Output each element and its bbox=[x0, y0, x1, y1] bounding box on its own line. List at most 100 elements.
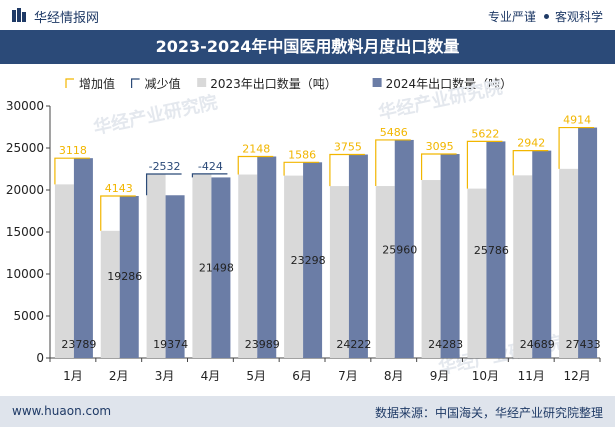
legend-label: 增加值 bbox=[79, 76, 115, 91]
top-bar: 华经情报网 专业严谨 客观科学 bbox=[0, 0, 615, 30]
value-label-2024: 25786 bbox=[474, 244, 509, 257]
value-label-2024: 25960 bbox=[382, 243, 417, 256]
title-bar bbox=[0, 30, 615, 64]
bar-2023 bbox=[54, 184, 74, 358]
footer-bar bbox=[0, 396, 615, 427]
increase-marker bbox=[420, 153, 457, 181]
data-labels: 3118 23789 4143 19286 -2532 19374 -424 21498 214… bbox=[59, 114, 601, 351]
value-label-2024: 24689 bbox=[520, 338, 555, 351]
change-label: 3095 bbox=[426, 140, 454, 153]
chart-area: 增加值 减少值 2023年出口数量（吨） 2024年出口数量（吨） 华经产业研究院 华经… bbox=[6, 76, 601, 383]
change-label: 5486 bbox=[380, 126, 408, 139]
slogan: 专业严谨 客观科学 bbox=[488, 8, 603, 25]
change-label: 4143 bbox=[105, 182, 133, 195]
bar-2024 bbox=[532, 150, 552, 358]
value-label-2024: 23989 bbox=[245, 338, 280, 351]
change-label: 2942 bbox=[517, 137, 545, 150]
bar-2023 bbox=[146, 173, 166, 358]
axes: 0 5000 10000 15000 20000 25000 30000 1月 2月 3月 4月 5月… bbox=[6, 99, 601, 383]
increase-marker bbox=[100, 195, 136, 231]
value-label-2024: 24222 bbox=[336, 338, 371, 351]
legend-2024-swatch bbox=[372, 78, 382, 87]
x-tick-label: 12月 bbox=[563, 369, 590, 383]
change-label: 5622 bbox=[471, 127, 499, 140]
y-tick-label: 25000 bbox=[6, 141, 44, 155]
value-label-2024: 21498 bbox=[199, 261, 234, 274]
y-tick-label: 15000 bbox=[6, 225, 44, 239]
value-label-2024: 19374 bbox=[153, 338, 188, 351]
legend-label: 减少值 bbox=[145, 76, 181, 91]
bar-2024 bbox=[440, 154, 460, 358]
value-label-2024: 23789 bbox=[61, 338, 96, 351]
change-label: 3118 bbox=[59, 144, 87, 157]
bar-2024 bbox=[348, 154, 368, 358]
slogan-2: 客观科学 bbox=[554, 10, 603, 24]
x-tick-label: 9月 bbox=[430, 369, 450, 383]
logo-icon bbox=[12, 8, 26, 22]
bar-2024 bbox=[119, 195, 139, 358]
bar-2023 bbox=[375, 186, 395, 358]
watermark-text: 华经产业研究院 bbox=[91, 91, 219, 139]
legend-increase-marker bbox=[65, 78, 74, 88]
change-label: 2148 bbox=[242, 142, 270, 155]
x-tick-label: 1月 bbox=[63, 369, 83, 383]
change-label: 3755 bbox=[334, 141, 362, 154]
bar-2023 bbox=[467, 188, 487, 358]
bar-2024 bbox=[394, 139, 414, 358]
legend-decrease-marker bbox=[131, 78, 140, 88]
legend-label: 2023年出口数量（吨） bbox=[210, 76, 337, 91]
legend-label: 2024年出口数量（吨） bbox=[386, 76, 513, 91]
increase-marker bbox=[329, 153, 365, 187]
x-tick-label: 11月 bbox=[518, 369, 545, 383]
y-tick-label: 5000 bbox=[13, 309, 44, 323]
bar-2023 bbox=[421, 180, 441, 358]
increase-marker bbox=[558, 126, 595, 169]
bar-2023 bbox=[559, 168, 579, 358]
bars bbox=[54, 126, 598, 358]
change-label: 1586 bbox=[288, 148, 316, 161]
bar-2024 bbox=[486, 141, 506, 358]
bar-2024 bbox=[578, 127, 598, 358]
y-tick-label: 10000 bbox=[6, 267, 44, 281]
bar-2024 bbox=[73, 158, 93, 358]
increase-marker bbox=[375, 139, 411, 187]
y-tick-label: 20000 bbox=[6, 183, 44, 197]
bar-2024 bbox=[165, 195, 185, 358]
x-tick-label: 5月 bbox=[246, 369, 266, 383]
footer-website: www.huaon.com bbox=[12, 404, 112, 418]
bar-2023 bbox=[192, 173, 212, 358]
change-label: -2532 bbox=[149, 160, 181, 173]
increase-marker bbox=[466, 140, 503, 189]
bar-2024 bbox=[303, 162, 323, 358]
value-label-2024: 23298 bbox=[291, 254, 326, 267]
value-label-2024: 19286 bbox=[107, 270, 142, 283]
footer-source: 数据来源：中国海关，华经产业研究院整理 bbox=[374, 406, 603, 420]
value-label-2024: 27433 bbox=[566, 338, 601, 351]
slogan-1: 专业严谨 bbox=[487, 10, 536, 24]
increase-marker bbox=[512, 150, 549, 176]
x-tick-label: 2月 bbox=[109, 369, 129, 383]
x-tick-label: 4月 bbox=[201, 369, 221, 383]
increase-marker bbox=[283, 161, 320, 176]
y-tick-label: 30000 bbox=[6, 99, 44, 113]
chart-title: 2023-2024年中国医用敷料月度出口数量 bbox=[155, 37, 460, 56]
x-tick-label: 8月 bbox=[384, 369, 404, 383]
bar-2023 bbox=[284, 175, 304, 358]
site-name: 华经情报网 bbox=[34, 11, 100, 26]
x-tick-label: 6月 bbox=[292, 369, 312, 383]
x-tick-label: 10月 bbox=[472, 369, 499, 383]
bar-2023 bbox=[100, 230, 120, 358]
decrease-marker bbox=[191, 173, 228, 178]
bar-2023 bbox=[329, 186, 349, 358]
x-tick-label: 7月 bbox=[338, 369, 358, 383]
x-tick-label: 3月 bbox=[155, 369, 175, 383]
value-label-2024: 24283 bbox=[428, 338, 463, 351]
decrease-marker bbox=[145, 173, 182, 196]
legend: 增加值 减少值 2023年出口数量（吨） 2024年出口数量（吨） bbox=[65, 76, 513, 91]
bar-2024 bbox=[211, 177, 231, 358]
legend-2023-swatch bbox=[197, 78, 207, 87]
bar-2024 bbox=[257, 156, 277, 358]
bar-2023 bbox=[238, 174, 258, 358]
increase-marker bbox=[237, 155, 274, 175]
dot-separator bbox=[543, 14, 549, 19]
